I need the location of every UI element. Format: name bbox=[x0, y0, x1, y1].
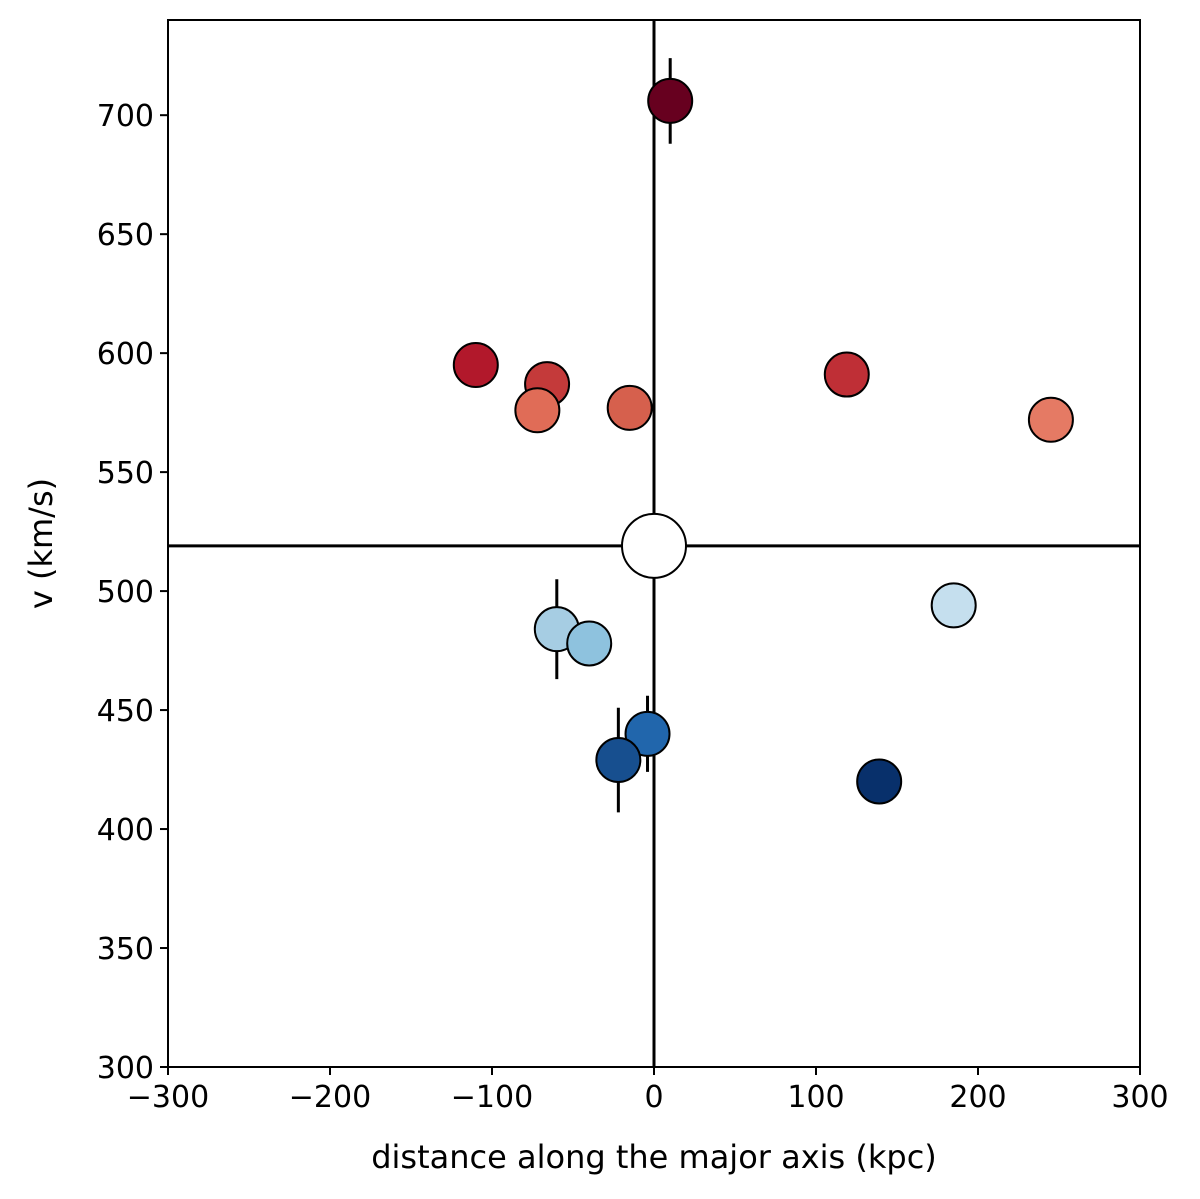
x-tick-label: 0 bbox=[644, 1080, 663, 1115]
data-point bbox=[452, 342, 499, 389]
data-point bbox=[647, 77, 694, 124]
x-tick-label: −300 bbox=[127, 1080, 209, 1115]
data-point bbox=[566, 620, 613, 667]
data-point bbox=[823, 351, 870, 398]
x-tick-label: −200 bbox=[289, 1080, 371, 1115]
y-tick-label: 700 bbox=[97, 99, 154, 134]
y-tick-label: 600 bbox=[97, 337, 154, 372]
x-tick-label: 300 bbox=[1111, 1080, 1168, 1115]
data-point bbox=[595, 737, 642, 784]
y-axis-label: v (km/s) bbox=[22, 478, 60, 609]
y-tick-label: 300 bbox=[97, 1051, 154, 1086]
data-point bbox=[1027, 396, 1074, 443]
y-axis-ticks: 300 350 400 450 500 550 600 650 700 bbox=[97, 99, 168, 1086]
y-tick-label: 650 bbox=[97, 218, 154, 253]
data-point bbox=[930, 582, 977, 629]
y-tick-label: 450 bbox=[97, 694, 154, 729]
data-point bbox=[606, 384, 653, 431]
data-point bbox=[856, 758, 903, 805]
y-tick-label: 400 bbox=[97, 813, 154, 848]
data-point bbox=[624, 710, 671, 757]
x-tick-label: −100 bbox=[451, 1080, 533, 1115]
x-tick-label: 100 bbox=[787, 1080, 844, 1115]
y-tick-label: 550 bbox=[97, 456, 154, 491]
x-tick-label: 200 bbox=[949, 1080, 1006, 1115]
y-tick-label: 350 bbox=[97, 932, 154, 967]
x-axis-ticks: −300 −200 −100 0 100 200 300 bbox=[127, 1067, 1169, 1115]
x-axis-label: distance along the major axis (kpc) bbox=[371, 1138, 937, 1176]
data-points bbox=[452, 77, 1074, 805]
data-point bbox=[514, 387, 561, 434]
y-tick-label: 500 bbox=[97, 575, 154, 610]
center-point bbox=[621, 512, 687, 579]
